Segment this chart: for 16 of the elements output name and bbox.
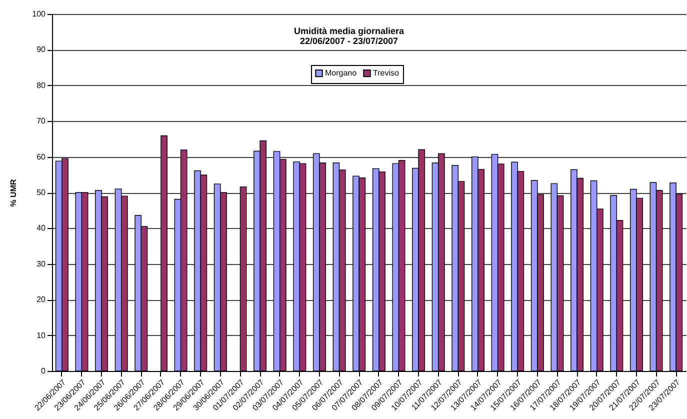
legend-label: Treviso xyxy=(373,68,400,78)
y-tick-label: 50 xyxy=(36,188,46,197)
y-tick-label: 100 xyxy=(32,10,46,18)
y-tick-label: 90 xyxy=(36,45,46,54)
y-axis-title: % UMR xyxy=(9,179,18,207)
y-tick-label: 30 xyxy=(36,259,46,268)
text: Umidità media giornaliera xyxy=(294,26,406,36)
y-tick-label: 60 xyxy=(36,152,46,162)
y-tick-label: 70 xyxy=(36,116,46,126)
y-tick-label: 40 xyxy=(36,224,46,233)
y-tick-label: 80 xyxy=(36,80,46,90)
legend-label: Morgano xyxy=(325,68,358,78)
text: 22/06/2007 - 23/07/2007 xyxy=(300,36,398,46)
y-tick-label: 10 xyxy=(36,330,46,340)
y-tick-label: 20 xyxy=(36,295,46,304)
y-tick-label: 0 xyxy=(41,366,46,376)
